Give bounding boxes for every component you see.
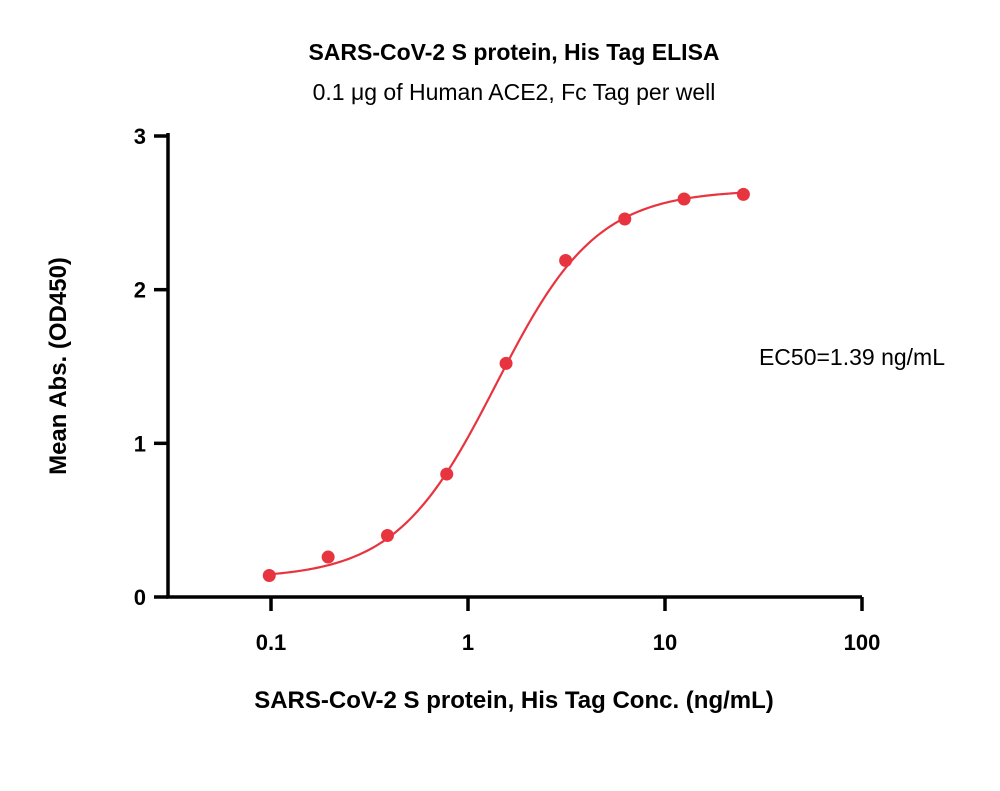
x-axis-title: SARS-CoV-2 S protein, His Tag Conc. (ng/… — [254, 687, 774, 714]
data-point — [736, 187, 750, 201]
data-point — [321, 550, 335, 564]
y-tick-label: 0 — [134, 585, 146, 610]
fit-curve-group — [269, 191, 744, 576]
y-tick-label: 3 — [134, 124, 146, 149]
data-point — [262, 568, 276, 582]
data-point — [380, 529, 394, 543]
data-points — [262, 187, 750, 582]
x-axis-ticks: 0.1 1 10 100 — [256, 597, 881, 655]
y-axis-title: Mean Abs. (OD450) — [45, 257, 72, 475]
fit-curve — [269, 191, 744, 576]
chart-subtitle: 0.1 μg of Human ACE2, Fc Tag per well — [313, 79, 716, 105]
x-tick-label: 10 — [653, 630, 677, 655]
chart-title: SARS-CoV-2 S protein, His Tag ELISA — [308, 39, 719, 65]
y-tick-label: 1 — [134, 431, 146, 456]
y-axis-ticks: 0 1 2 3 — [134, 124, 168, 610]
ec50-annotation: EC50=1.39 ng/mL — [759, 344, 945, 370]
y-tick-label: 2 — [134, 278, 146, 303]
x-tick-label: 0.1 — [256, 630, 287, 655]
data-point — [618, 212, 632, 226]
x-tick-label: 100 — [844, 630, 881, 655]
data-point — [677, 192, 691, 206]
data-point — [499, 356, 513, 370]
data-point — [440, 467, 454, 481]
data-point — [559, 253, 573, 267]
x-tick-label: 1 — [462, 630, 474, 655]
